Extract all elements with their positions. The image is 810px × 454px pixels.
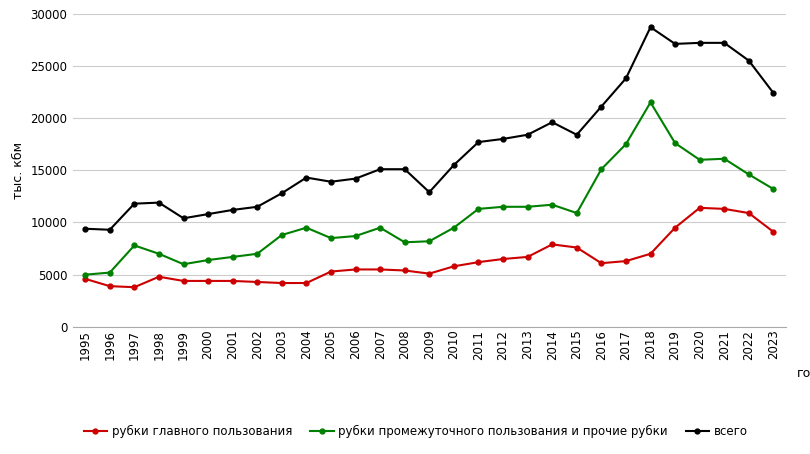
рубки главного пользования xyxy=(154,274,164,280)
рубки главного пользования xyxy=(400,268,410,273)
рубки промежуточного пользования и прочие рубки xyxy=(449,225,458,230)
рубки промежуточного пользования и прочие рубки xyxy=(301,225,311,230)
рубки главного пользования xyxy=(80,276,90,281)
всего xyxy=(375,167,385,172)
всего xyxy=(522,132,532,138)
рубки главного пользования xyxy=(498,256,508,262)
всего xyxy=(130,201,139,207)
рубки промежуточного пользования и прочие рубки xyxy=(572,210,582,216)
всего xyxy=(301,175,311,180)
всего xyxy=(400,167,410,172)
рубки главного пользования xyxy=(301,280,311,286)
Legend: рубки главного пользования, рубки промежуточного пользования и прочие рубки, все: рубки главного пользования, рубки промеж… xyxy=(79,420,752,443)
рубки промежуточного пользования и прочие рубки xyxy=(130,243,139,248)
рубки главного пользования xyxy=(621,258,631,264)
всего xyxy=(105,227,115,232)
рубки главного пользования xyxy=(130,285,139,290)
рубки главного пользования xyxy=(548,242,557,247)
Line: всего: всего xyxy=(83,25,776,232)
рубки промежуточного пользования и прочие рубки xyxy=(621,141,631,147)
рубки промежуточного пользования и прочие рубки xyxy=(154,251,164,257)
Line: рубки главного пользования: рубки главного пользования xyxy=(83,205,776,290)
рубки промежуточного пользования и прочие рубки xyxy=(80,272,90,277)
рубки промежуточного пользования и прочие рубки xyxy=(719,156,729,162)
Line: рубки промежуточного пользования и прочие рубки: рубки промежуточного пользования и прочи… xyxy=(83,100,776,277)
всего xyxy=(277,191,287,196)
рубки промежуточного пользования и прочие рубки xyxy=(253,251,262,257)
рубки главного пользования xyxy=(572,245,582,250)
рубки главного пользования xyxy=(228,278,237,284)
рубки главного пользования xyxy=(424,271,434,276)
рубки промежуточного пользования и прочие рубки xyxy=(646,99,655,105)
рубки промежуточного пользования и прочие рубки xyxy=(769,186,778,192)
всего xyxy=(154,200,164,205)
рубки промежуточного пользования и прочие рубки xyxy=(522,204,532,209)
рубки промежуточного пользования и прочие рубки xyxy=(228,254,237,260)
рубки главного пользования xyxy=(744,210,753,216)
всего xyxy=(179,216,189,221)
рубки промежуточного пользования и прочие рубки xyxy=(548,202,557,207)
рубки главного пользования xyxy=(375,266,385,272)
всего xyxy=(596,104,606,109)
рубки промежуточного пользования и прочие рубки xyxy=(670,140,680,146)
рубки главного пользования xyxy=(474,259,484,265)
всего xyxy=(769,90,778,96)
рубки главного пользования xyxy=(769,229,778,235)
всего xyxy=(449,162,458,168)
рубки промежуточного пользования и прочие рубки xyxy=(203,257,213,263)
рубки промежуточного пользования и прочие рубки xyxy=(277,232,287,238)
рубки промежуточного пользования и прочие рубки xyxy=(424,238,434,244)
всего xyxy=(572,132,582,138)
рубки промежуточного пользования и прочие рубки xyxy=(400,240,410,245)
всего xyxy=(474,139,484,145)
всего xyxy=(670,41,680,47)
Text: годы: годы xyxy=(797,366,810,379)
рубки промежуточного пользования и прочие рубки xyxy=(744,172,753,177)
рубки промежуточного пользования и прочие рубки xyxy=(375,225,385,230)
рубки главного пользования xyxy=(326,269,336,274)
всего xyxy=(498,136,508,142)
рубки промежуточного пользования и прочие рубки xyxy=(498,204,508,209)
Y-axis label: тыс. кбм: тыс. кбм xyxy=(12,142,25,199)
всего xyxy=(253,204,262,209)
рубки главного пользования xyxy=(351,266,360,272)
рубки главного пользования xyxy=(695,205,705,211)
рубки главного пользования xyxy=(646,251,655,257)
рубки главного пользования xyxy=(253,279,262,285)
всего xyxy=(424,189,434,195)
рубки главного пользования xyxy=(670,225,680,230)
всего xyxy=(203,212,213,217)
рубки промежуточного пользования и прочие рубки xyxy=(474,206,484,212)
рубки промежуточного пользования и прочие рубки xyxy=(695,157,705,163)
всего xyxy=(548,119,557,125)
рубки главного пользования xyxy=(105,283,115,289)
рубки главного пользования xyxy=(449,264,458,269)
рубки главного пользования xyxy=(179,278,189,284)
всего xyxy=(228,207,237,212)
рубки главного пользования xyxy=(596,261,606,266)
всего xyxy=(719,40,729,45)
рубки главного пользования xyxy=(719,206,729,212)
рубки главного пользования xyxy=(522,254,532,260)
всего xyxy=(744,58,753,63)
рубки промежуточного пользования и прочие рубки xyxy=(351,233,360,239)
рубки промежуточного пользования и прочие рубки xyxy=(596,167,606,172)
рубки промежуточного пользования и прочие рубки xyxy=(179,262,189,267)
всего xyxy=(326,179,336,184)
всего xyxy=(621,76,631,81)
рубки промежуточного пользования и прочие рубки xyxy=(326,235,336,241)
всего xyxy=(80,226,90,232)
рубки главного пользования xyxy=(203,278,213,284)
всего xyxy=(646,25,655,30)
всего xyxy=(695,40,705,45)
всего xyxy=(351,176,360,181)
рубки главного пользования xyxy=(277,280,287,286)
рубки промежуточного пользования и прочие рубки xyxy=(105,270,115,275)
